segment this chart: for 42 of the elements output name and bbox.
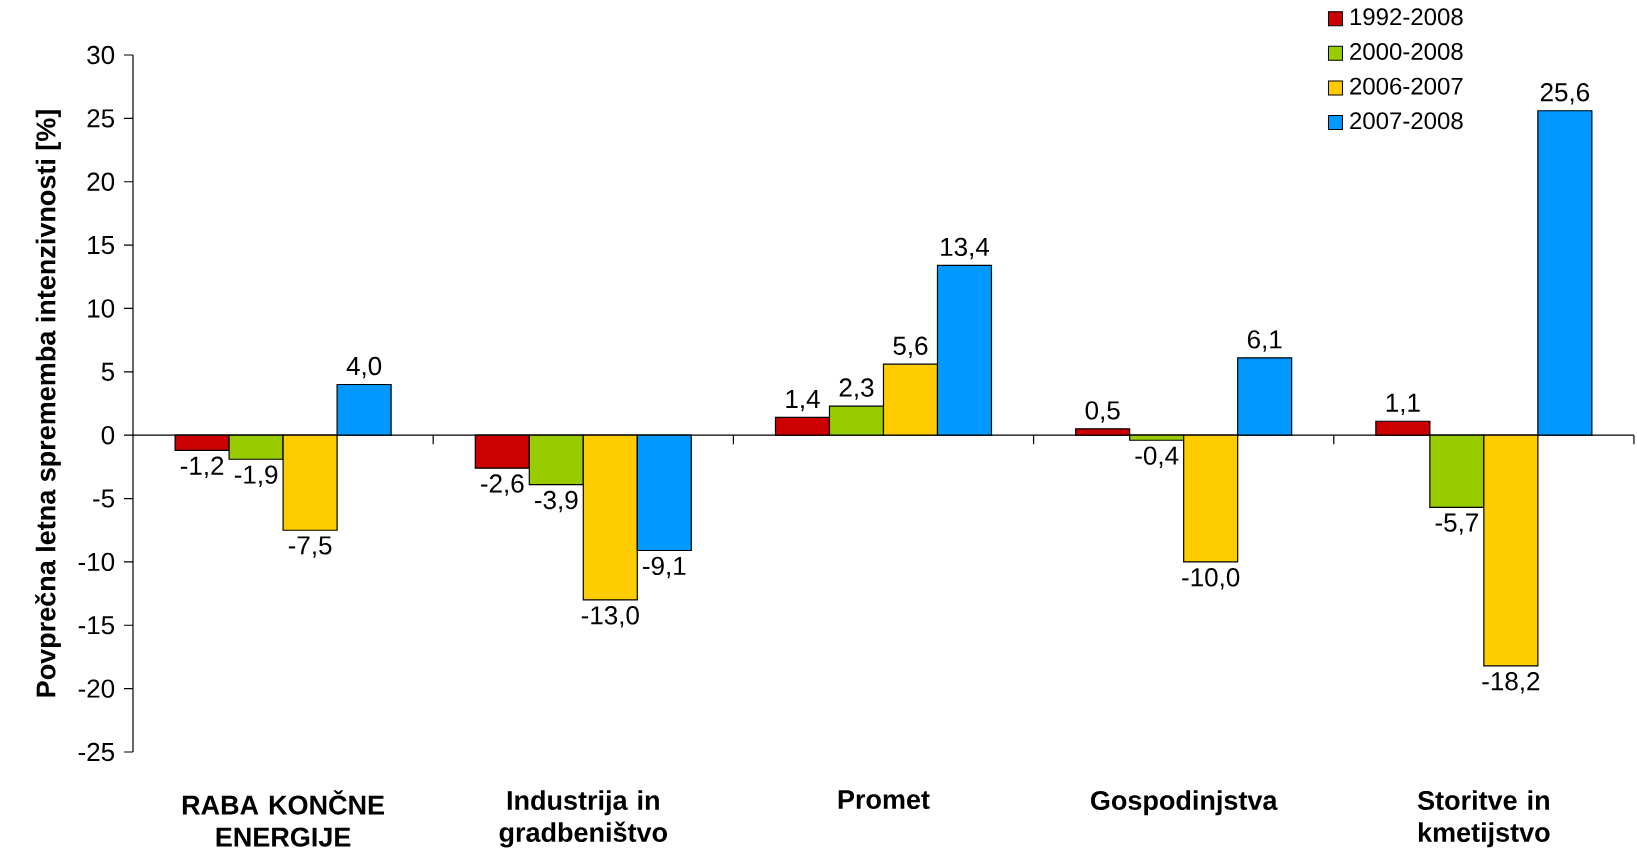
data-label: 1,4 bbox=[786, 390, 820, 412]
data-label: 2,3 bbox=[839, 378, 874, 400]
legend-label: 2000-2008 bbox=[1350, 42, 1463, 60]
y-tick-label: 30 bbox=[87, 45, 115, 65]
data-label: -1,2 bbox=[180, 456, 224, 479]
data-label: -18,2 bbox=[1482, 672, 1540, 694]
x-tick-label: Gospodinjstva bbox=[1091, 790, 1278, 816]
legend-label: 1992-2008 bbox=[1350, 8, 1463, 26]
legend-label: 2007-2008 bbox=[1350, 112, 1463, 130]
x-tick-label: RABA KONČNE ENERGIJE bbox=[182, 790, 384, 847]
data-label: 4,0 bbox=[346, 356, 382, 379]
data-label: -0,4 bbox=[1135, 446, 1179, 468]
y-tick-label: -10 bbox=[78, 552, 115, 572]
data-label: -1,9 bbox=[234, 465, 278, 487]
y-tick-label: -15 bbox=[78, 616, 115, 635]
y-tick-label: -25 bbox=[78, 742, 115, 762]
y-tick-label: 25 bbox=[87, 109, 115, 128]
data-label: -10,0 bbox=[1182, 568, 1240, 590]
y-axis-title: Povprečna letna sprememba intenzivnosti [%] bbox=[35, 110, 61, 697]
x-tick-label: Promet bbox=[838, 790, 930, 810]
data-label: 25,6 bbox=[1540, 83, 1590, 105]
y-tick-label: -20 bbox=[78, 679, 115, 698]
data-label: -13,0 bbox=[581, 606, 639, 628]
data-label: 0,5 bbox=[1085, 401, 1120, 423]
y-tick-label: -5 bbox=[93, 489, 115, 508]
y-tick-label: 0 bbox=[101, 425, 115, 445]
data-label: 13,4 bbox=[941, 237, 990, 260]
data-label: 5,6 bbox=[893, 336, 928, 359]
x-tick-label: Storitve in kmetijstvo bbox=[1417, 790, 1550, 848]
legend-label: 2006-2007 bbox=[1350, 77, 1463, 95]
y-tick-label: 10 bbox=[88, 299, 115, 318]
data-label: -7,5 bbox=[288, 536, 332, 558]
data-label: -3,9 bbox=[535, 490, 578, 513]
data-label: -2,6 bbox=[481, 474, 524, 496]
x-tick-label: Industrija in gradbeništvo bbox=[499, 790, 668, 848]
y-tick-label: 20 bbox=[87, 172, 115, 191]
y-tick-label: 5 bbox=[101, 362, 115, 381]
data-label: 1,1 bbox=[1386, 393, 1420, 416]
y-tick-label: 15 bbox=[88, 236, 115, 255]
data-label: -9,1 bbox=[643, 556, 686, 579]
data-label: -5,7 bbox=[1435, 513, 1478, 535]
data-label: 6,1 bbox=[1247, 330, 1282, 352]
